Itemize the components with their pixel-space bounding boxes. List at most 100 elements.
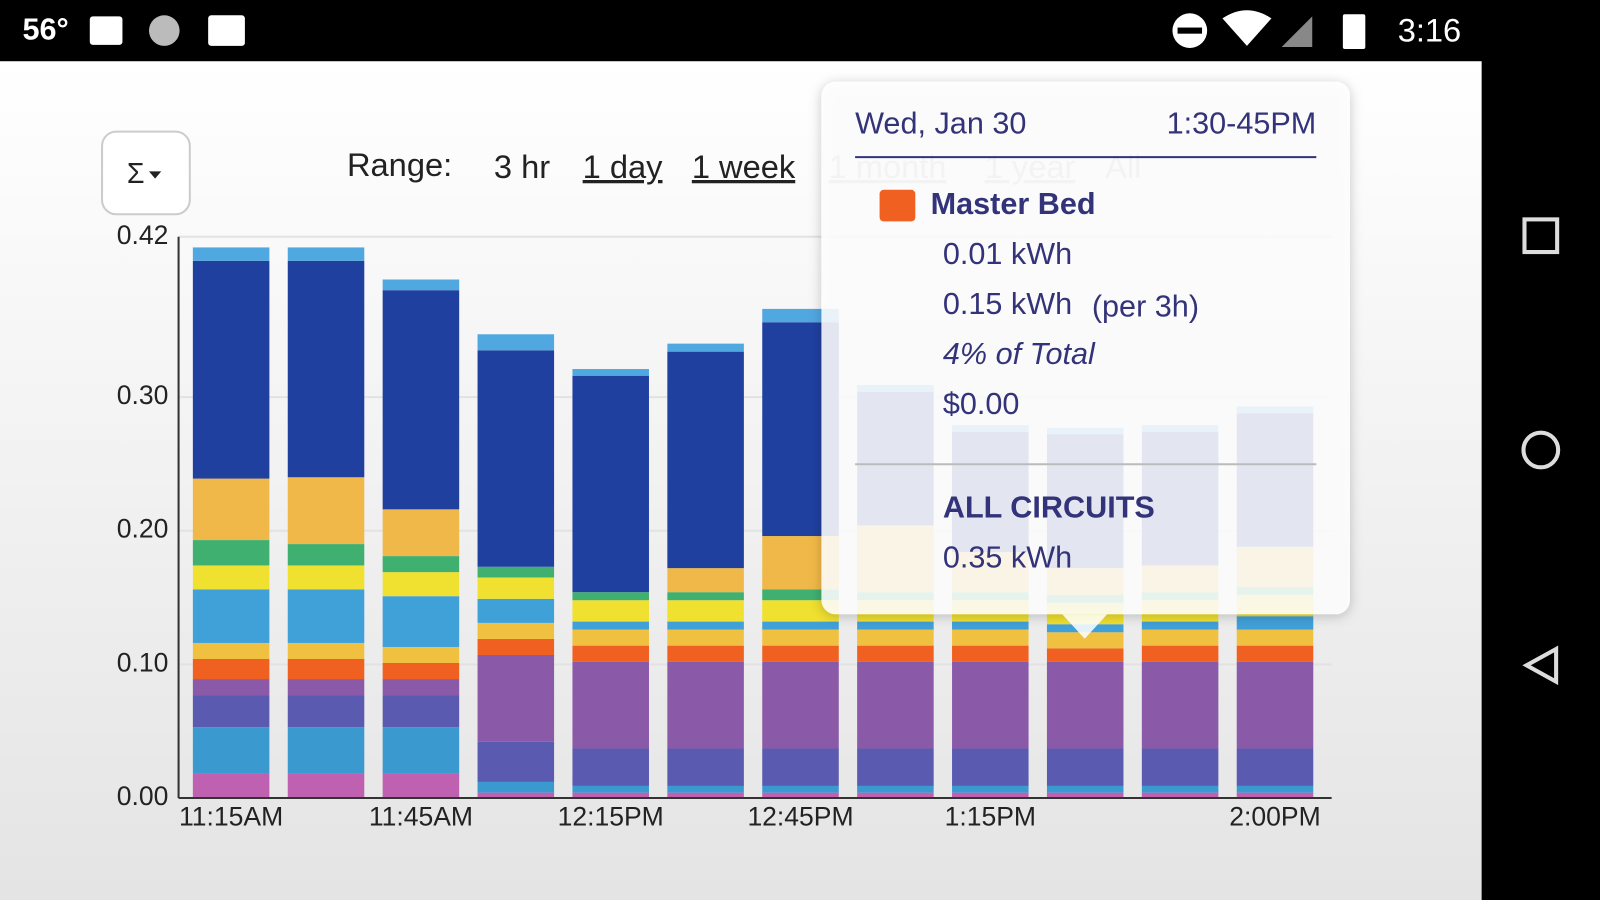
- range-option[interactable]: 3 hr: [494, 148, 550, 185]
- bar-segment: [1236, 616, 1314, 630]
- tooltip-date: Wed, Jan 30: [855, 107, 1026, 141]
- bar-segment: [857, 645, 934, 662]
- range-option[interactable]: 1 week: [692, 148, 796, 185]
- bar-segment: [477, 622, 555, 639]
- bar-segment: [382, 727, 460, 774]
- bar-segment: [477, 577, 555, 599]
- bar-segment: [1236, 629, 1314, 646]
- bar-segment: [667, 600, 744, 622]
- bar-segment: [192, 727, 270, 774]
- bar-segment: [192, 642, 270, 659]
- bar-segment: [192, 565, 270, 590]
- bar-segment: [382, 509, 460, 557]
- nav-bar: [1481, 61, 1600, 900]
- bar-segment: [382, 646, 460, 663]
- bar-segment: [382, 695, 460, 728]
- back-button[interactable]: [1522, 645, 1559, 686]
- signal-icon: [1281, 16, 1313, 47]
- bar-segment: [1046, 785, 1124, 793]
- bar-segment: [572, 600, 649, 622]
- circuit-swatch: [879, 189, 916, 222]
- sum-button-label: Σ: [127, 158, 145, 190]
- range-option[interactable]: 1 day: [583, 148, 664, 185]
- bar-segment: [667, 592, 744, 601]
- x-tick-label: 11:45AM: [369, 801, 473, 831]
- bar-segment: [667, 621, 744, 630]
- recents-button[interactable]: [1522, 217, 1560, 255]
- tooltip: Wed, Jan 30 1:30-45PM Master Bed 0.01 kW…: [821, 81, 1350, 639]
- wifi-icon: [1222, 10, 1272, 46]
- bar-segment: [287, 642, 365, 659]
- range-label: Range:: [347, 146, 452, 183]
- bar-segment: [572, 369, 649, 376]
- bar-segment: [762, 621, 839, 630]
- bar-segment: [477, 781, 555, 793]
- bar-segment: [762, 661, 839, 749]
- bar-segment: [1046, 648, 1124, 662]
- app-icon: [148, 15, 180, 46]
- bar-segment: [287, 658, 365, 680]
- bar-segment: [382, 290, 460, 510]
- x-tick-label: 12:15PM: [558, 801, 664, 831]
- bar-segment: [287, 565, 365, 590]
- bar-segment: [287, 260, 365, 478]
- bar-segment: [1046, 748, 1124, 786]
- bar-segment: [952, 629, 1029, 646]
- status-bar: [0, 0, 1600, 62]
- bar-segment: [952, 661, 1029, 749]
- bar-segment: [952, 748, 1029, 786]
- bar-segment: [382, 596, 460, 647]
- bar-segment: [1141, 645, 1219, 662]
- bar-segment: [667, 629, 744, 646]
- bar-segment: [762, 645, 839, 662]
- bar-segment: [572, 629, 649, 646]
- bar-segment: [477, 741, 555, 782]
- bar-segment: [667, 748, 744, 786]
- bar-segment: [1236, 792, 1314, 798]
- bar-segment: [857, 661, 934, 749]
- clock: 3:16: [1398, 11, 1462, 48]
- x-tick-label: 2:00PM: [1229, 801, 1320, 831]
- tooltip-pointer: [1062, 614, 1108, 639]
- bar-segment: [1141, 629, 1219, 646]
- bar-segment: [1141, 748, 1219, 786]
- bar-segment: [572, 748, 649, 786]
- bar-segment: [287, 589, 365, 643]
- bar-segment: [477, 598, 555, 623]
- battery-icon: [1342, 14, 1366, 49]
- bar-segment: [762, 785, 839, 793]
- bar-segment: [1141, 621, 1219, 630]
- bar-segment: [857, 785, 934, 793]
- bar-segment: [192, 589, 270, 643]
- circuit-energy-period: 0.15 kWh: [943, 287, 1072, 321]
- bar-segment: [477, 566, 555, 578]
- y-tick-label: 0.10: [117, 647, 169, 677]
- bar-segment: [287, 773, 365, 798]
- tooltip-box: [821, 81, 1350, 615]
- bar-segment: [192, 247, 270, 261]
- bar-segment: [952, 792, 1029, 798]
- bar-segment: [667, 343, 744, 352]
- bar-segment: [192, 679, 270, 696]
- y-tick-label: 0.30: [117, 380, 169, 410]
- bar-segment: [667, 785, 744, 793]
- bar-segment: [952, 785, 1029, 793]
- bar-segment: [572, 785, 649, 793]
- bar-segment: [952, 645, 1029, 662]
- x-tick-label: 12:45PM: [747, 801, 853, 831]
- bar-segment: [192, 478, 270, 541]
- bar-segment: [667, 792, 744, 798]
- bar-segment: [572, 375, 649, 593]
- bar-segment: [1141, 792, 1219, 798]
- home-button[interactable]: [1521, 430, 1561, 470]
- bar-segment: [477, 638, 555, 655]
- bar-segment: [762, 748, 839, 786]
- bar-segment: [287, 695, 365, 728]
- bar-segment: [1236, 748, 1314, 786]
- dnd-bar: [1177, 27, 1203, 34]
- bar-segment: [477, 792, 555, 798]
- sum-button[interactable]: [101, 130, 191, 216]
- bar-segment: [1141, 785, 1219, 793]
- bar-segment: [857, 629, 934, 646]
